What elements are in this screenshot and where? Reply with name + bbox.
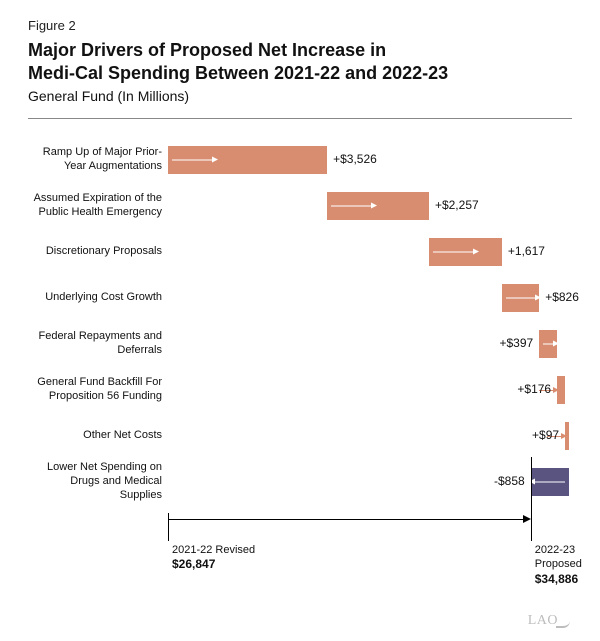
brand-logo: LAO [528, 613, 572, 629]
arrow-right-icon [506, 298, 535, 299]
axis-tick [531, 457, 532, 541]
bar-area: +$397 [168, 321, 572, 367]
baseline-label: 2021-22 Revised$26,847 [172, 543, 255, 573]
value-label: +$826 [545, 290, 579, 304]
row-label: General Fund Backfill For Proposition 56… [28, 376, 168, 404]
bar-area: +$97 [168, 413, 572, 459]
row-label: Underlying Cost Growth [28, 291, 168, 305]
waterfall-row: Discretionary Proposals +1,617 [28, 229, 572, 275]
value-label: +$2,257 [435, 198, 479, 212]
value-label: +$3,526 [333, 152, 377, 166]
brand-swoosh-icon [558, 616, 572, 626]
arrow-right-icon [331, 206, 371, 207]
waterfall-row: Federal Repayments and Deferrals +$397 [28, 321, 572, 367]
arrow-right-icon [172, 160, 212, 161]
row-label: Lower Net Spending on Drugs and Medical … [28, 461, 168, 502]
value-label: +$97 [532, 428, 559, 442]
row-label: Other Net Costs [28, 429, 168, 443]
row-label: Discretionary Proposals [28, 245, 168, 259]
figure-subtitle: General Fund (In Millions) [28, 88, 572, 104]
waterfall-chart: Ramp Up of Major Prior-Year Augmentation… [28, 137, 572, 583]
bar-area: +$2,257 [168, 183, 572, 229]
row-label: Ramp Up of Major Prior-Year Augmentation… [28, 146, 168, 174]
figure-page: Figure 2 Major Drivers of Proposed Net I… [0, 0, 600, 641]
axis-tick [168, 513, 169, 541]
baseline-arrow-icon [168, 519, 523, 520]
header-rule [28, 118, 572, 119]
arrow-right-icon [433, 252, 473, 253]
arrow-right-icon [543, 344, 553, 345]
value-label: +$397 [500, 336, 534, 350]
bar-area: +$826 [168, 275, 572, 321]
row-label: Federal Repayments and Deferrals [28, 330, 168, 358]
value-label: -$858 [494, 474, 525, 488]
title-line-1: Major Drivers of Proposed Net Increase i… [28, 40, 386, 60]
bar-area: +1,617 [168, 229, 572, 275]
row-label: Assumed Expiration of the Public Health … [28, 192, 168, 220]
brand-text: LAO [528, 613, 558, 628]
figure-title: Major Drivers of Proposed Net Increase i… [28, 39, 572, 84]
value-label: +1,617 [508, 244, 545, 258]
baseline-label: 2022-23 Proposed$34,886 [535, 543, 582, 587]
figure-label: Figure 2 [28, 18, 572, 33]
arrow-left-icon [535, 482, 566, 483]
waterfall-row: General Fund Backfill For Proposition 56… [28, 367, 572, 413]
waterfall-row: Other Net Costs +$97 [28, 413, 572, 459]
bar-area: +$3,526 [168, 137, 572, 183]
bar-area: +$176 [168, 367, 572, 413]
bar-area: -$858 [168, 459, 572, 505]
title-line-2: Medi-Cal Spending Between 2021-22 and 20… [28, 63, 448, 83]
waterfall-row: Underlying Cost Growth+$826 [28, 275, 572, 321]
value-label: +$176 [517, 382, 551, 396]
waterfall-row: Ramp Up of Major Prior-Year Augmentation… [28, 137, 572, 183]
waterfall-row: Assumed Expiration of the Public Health … [28, 183, 572, 229]
waterfall-row: Lower Net Spending on Drugs and Medical … [28, 459, 572, 505]
